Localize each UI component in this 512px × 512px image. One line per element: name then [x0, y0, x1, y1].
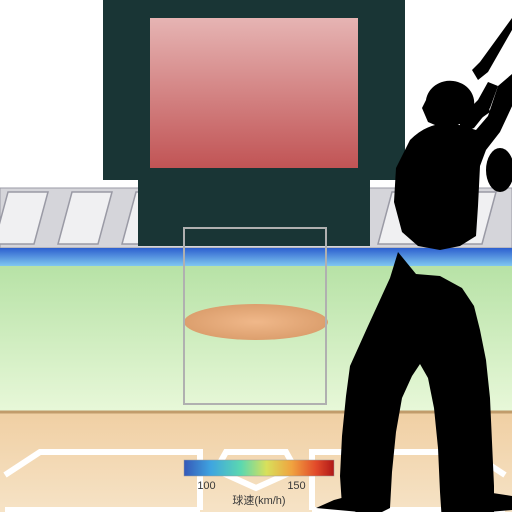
- speed-legend-label: 球速(km/h): [232, 493, 285, 507]
- speed-legend-bar: [184, 460, 334, 476]
- scene-svg: 100 150 球速(km/h): [0, 0, 512, 512]
- water-stripe: [0, 248, 512, 266]
- svg-text:150: 150: [287, 480, 305, 492]
- svg-text:100: 100: [197, 480, 215, 492]
- pitchers-mound: [184, 304, 328, 340]
- scoreboard-base: [138, 180, 370, 246]
- scoreboard-screen: [150, 18, 358, 168]
